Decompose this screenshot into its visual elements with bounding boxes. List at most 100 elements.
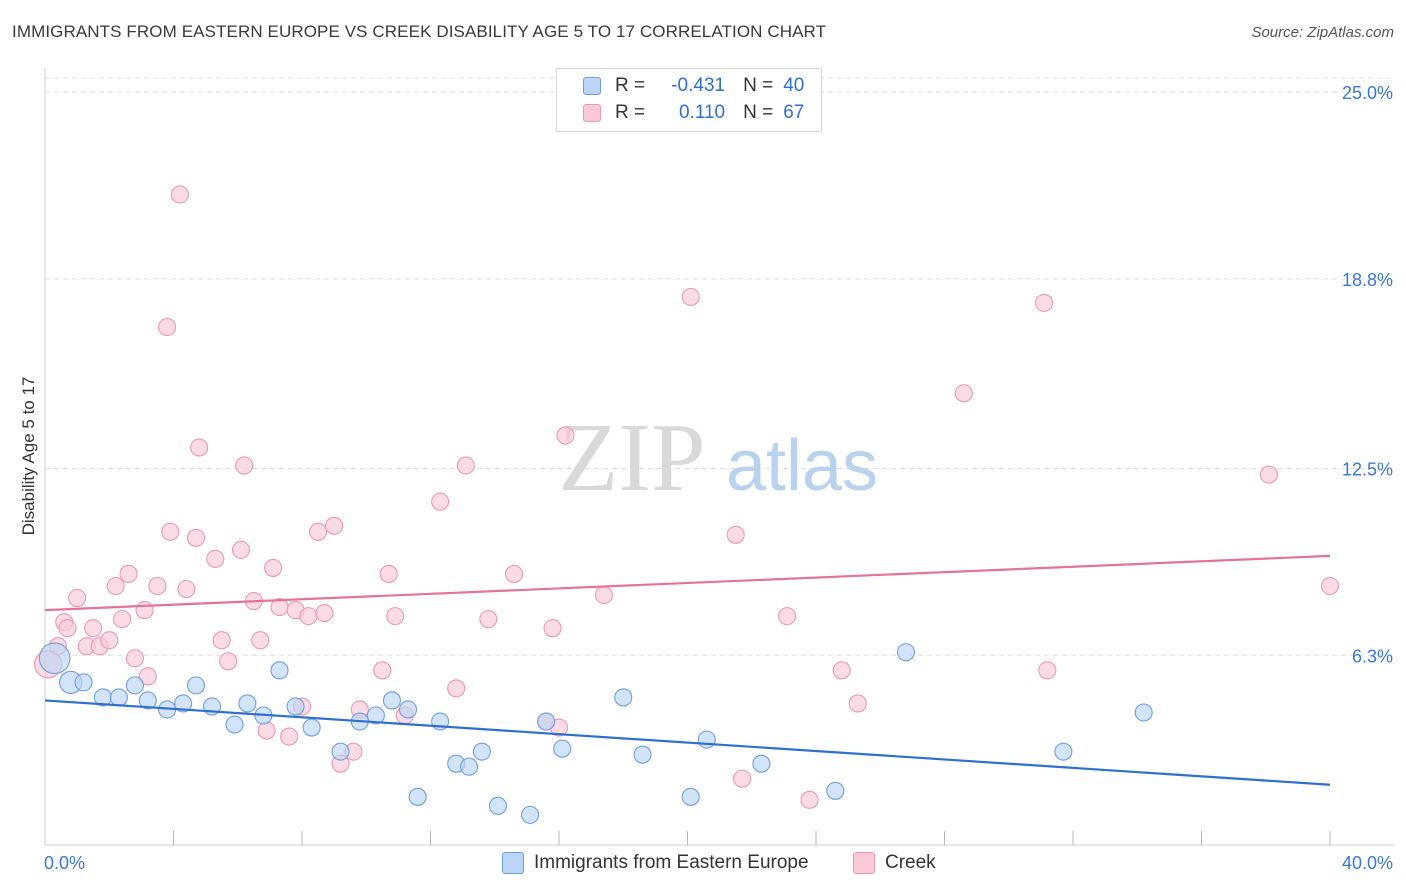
creek-point[interactable]	[315, 604, 334, 623]
creek-point[interactable]	[158, 317, 177, 337]
eastern-europe-point[interactable]	[225, 715, 244, 734]
eastern-europe-point[interactable]	[537, 712, 556, 731]
creek-point[interactable]	[800, 790, 819, 809]
eastern-europe-point[interactable]	[1134, 703, 1153, 722]
eastern-europe-point[interactable]	[74, 673, 93, 692]
creek-point[interactable]	[84, 619, 103, 638]
eastern-europe-point[interactable]	[398, 700, 418, 719]
eastern-europe-point[interactable]	[302, 718, 321, 737]
creek-point[interactable]	[100, 631, 119, 650]
eastern-europe-point[interactable]	[472, 742, 491, 761]
creek-point[interactable]	[309, 522, 328, 541]
creek-point[interactable]	[251, 631, 270, 650]
creek-point[interactable]	[113, 610, 132, 629]
eastern-europe-point[interactable]	[681, 787, 700, 806]
eastern-europe-point[interactable]	[521, 805, 540, 824]
creek-point[interactable]	[456, 456, 475, 475]
creek-point[interactable]	[1259, 465, 1279, 484]
blue-swatch	[502, 852, 524, 874]
creek-point[interactable]	[726, 525, 745, 544]
creek-point[interactable]	[206, 549, 225, 568]
creek-point[interactable]	[681, 287, 700, 306]
creek-point[interactable]	[1038, 661, 1057, 680]
creek-point[interactable]	[190, 438, 209, 457]
creek-point[interactable]	[447, 679, 466, 698]
creek-point[interactable]	[543, 619, 562, 638]
creek-point[interactable]	[479, 610, 498, 629]
creek-point[interactable]	[119, 564, 138, 584]
creek-point[interactable]	[257, 721, 276, 740]
eastern-europe-point[interactable]	[270, 661, 289, 680]
creek-point[interactable]	[386, 607, 405, 626]
creek-point[interactable]	[1035, 293, 1054, 312]
eastern-europe-point[interactable]	[125, 676, 144, 695]
eastern-europe-points	[38, 642, 1153, 824]
eastern-europe-point[interactable]	[138, 691, 157, 710]
creek-point[interactable]	[733, 769, 752, 788]
creek-point[interactable]	[177, 579, 196, 599]
watermark-atlas: atlas	[726, 426, 878, 506]
creek-point[interactable]	[431, 492, 450, 511]
creek-point[interactable]	[135, 601, 154, 620]
eastern-europe-point[interactable]	[1054, 742, 1073, 761]
creek-point[interactable]	[556, 426, 575, 445]
eastern-europe-point[interactable]	[459, 757, 479, 776]
creek-point[interactable]	[504, 564, 524, 584]
eastern-europe-point[interactable]	[38, 642, 71, 675]
creek-point[interactable]	[186, 528, 206, 547]
creek-point[interactable]	[954, 384, 973, 403]
eastern-europe-point[interactable]	[174, 694, 193, 713]
legend-item-creek[interactable]: Creek	[853, 852, 936, 874]
creek-point[interactable]	[212, 631, 231, 650]
creek-point[interactable]	[299, 607, 318, 626]
eastern-europe-point[interactable]	[614, 688, 633, 707]
x-tick-label-min: 0.0%	[44, 853, 85, 873]
eastern-europe-point[interactable]	[752, 754, 771, 773]
eastern-europe-point[interactable]	[186, 676, 206, 695]
creek-point[interactable]	[219, 652, 238, 671]
n-label: N =	[743, 75, 774, 96]
pink-swatch	[583, 104, 601, 122]
creek-point[interactable]	[373, 661, 392, 680]
eastern-europe-point[interactable]	[553, 739, 572, 758]
eastern-europe-point[interactable]	[633, 745, 652, 764]
eastern-europe-point[interactable]	[896, 643, 916, 662]
eastern-europe-point[interactable]	[109, 688, 128, 707]
creek-point[interactable]	[68, 588, 87, 608]
creek-point[interactable]	[379, 564, 398, 584]
creek-point[interactable]	[594, 585, 614, 605]
creek-point[interactable]	[138, 667, 157, 686]
creek-point[interactable]	[1320, 576, 1340, 596]
pink-swatch	[853, 852, 875, 874]
creek-point[interactable]	[231, 540, 251, 559]
creek-point[interactable]	[280, 727, 299, 746]
legend-item-eastern-europe[interactable]: Immigrants from Eastern Europe	[502, 852, 809, 874]
creek-point[interactable]	[848, 694, 867, 713]
creek-point[interactable]	[832, 661, 851, 680]
creek-point[interactable]	[125, 649, 144, 668]
blue-swatch	[583, 77, 601, 95]
eastern-europe-point[interactable]	[408, 787, 427, 806]
eastern-europe-point[interactable]	[488, 796, 508, 815]
eastern-europe-point[interactable]	[366, 706, 385, 725]
creek-point[interactable]	[325, 516, 344, 535]
creek-point[interactable]	[106, 576, 125, 596]
eastern-europe-point[interactable]	[826, 781, 845, 800]
creek-point[interactable]	[235, 456, 254, 475]
r-label: R =	[615, 102, 646, 123]
creek-point[interactable]	[161, 522, 180, 541]
creek-point[interactable]	[58, 619, 77, 638]
creek-point[interactable]	[778, 607, 797, 626]
eastern-europe-point[interactable]	[286, 697, 305, 716]
legend-label: Creek	[885, 852, 936, 873]
eastern-europe-point[interactable]	[331, 742, 350, 761]
creek-point[interactable]	[170, 185, 189, 204]
creek-point[interactable]	[148, 576, 167, 596]
eastern-europe-point[interactable]	[382, 691, 402, 710]
eastern-europe-point[interactable]	[238, 694, 257, 713]
eastern-europe-point[interactable]	[697, 730, 716, 749]
creek-point[interactable]	[264, 558, 283, 577]
y-tick-label: 25.0%	[1342, 83, 1393, 103]
creek-trend-line	[44, 554, 1331, 612]
